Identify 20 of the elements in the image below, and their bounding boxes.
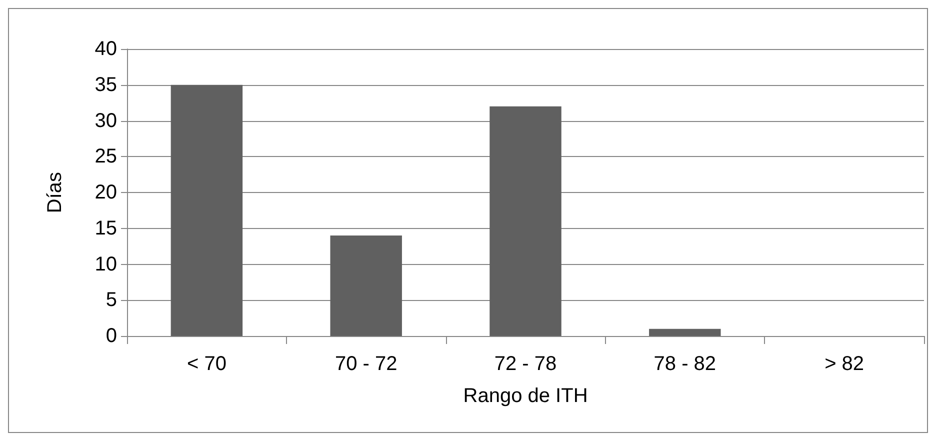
bar <box>170 84 243 336</box>
x-axis-title: Rango de ITH <box>463 385 588 407</box>
bar <box>330 236 402 336</box>
y-tick-label: 0 <box>106 325 117 347</box>
bar <box>490 106 562 336</box>
y-tick-label: 5 <box>106 289 117 312</box>
y-axis-title: Días <box>44 172 66 214</box>
y-tick-label: 40 <box>94 38 117 60</box>
y-tick-label: 15 <box>94 217 117 240</box>
y-tick-label: 25 <box>94 146 117 168</box>
x-tick-label: 78 - 82 <box>654 353 716 375</box>
x-tick-label: > 82 <box>824 353 864 375</box>
y-tick-label: 30 <box>94 110 117 132</box>
x-tick-label: 72 - 78 <box>494 353 557 375</box>
x-tick-label: 70 - 72 <box>334 353 398 375</box>
y-tick-label: 10 <box>94 253 117 276</box>
x-tick-label: < 70 <box>186 353 226 375</box>
bar <box>649 328 721 336</box>
y-tick-label: 35 <box>94 74 117 96</box>
y-tick-label: 20 <box>94 182 117 204</box>
